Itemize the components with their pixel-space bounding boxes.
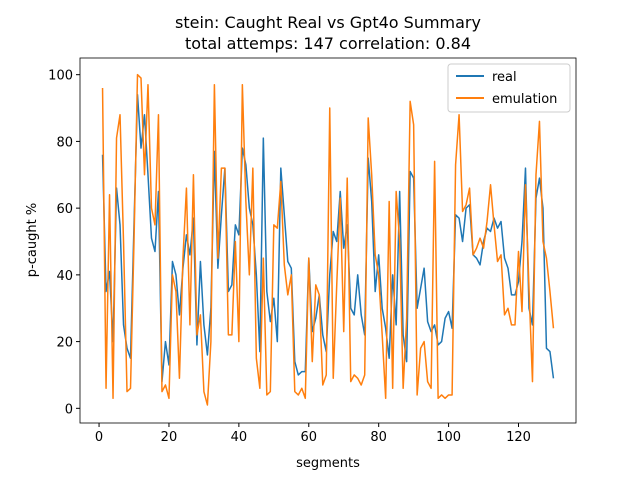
series-line xyxy=(101,73,555,406)
series-line xyxy=(101,93,555,383)
y-tick-label: 100 xyxy=(48,69,73,84)
y-tick-label: 20 xyxy=(56,336,73,351)
y-tick-label: 60 xyxy=(56,202,73,217)
y-axis-label: p-caught % xyxy=(25,203,40,277)
chart-subtitle: total attemps: 147 correlation: 0.84 xyxy=(185,34,471,53)
y-tick-label: 0 xyxy=(65,402,73,417)
chart-title: stein: Caught Real vs Gpt4o Summary xyxy=(175,13,481,32)
x-tick-label: 120 xyxy=(506,430,531,445)
y-tick-label: 80 xyxy=(56,135,73,150)
x-tick-label: 80 xyxy=(370,430,387,445)
x-tick-label: 60 xyxy=(301,430,318,445)
x-tick-label: 40 xyxy=(231,430,248,445)
x-tick-label: 0 xyxy=(95,430,103,445)
legend-label: real xyxy=(492,70,517,85)
x-tick-label: 100 xyxy=(436,430,461,445)
plot-frame xyxy=(79,57,577,424)
x-tick-label: 20 xyxy=(161,430,178,445)
x-axis-label: segments xyxy=(296,456,360,471)
y-tick-label: 40 xyxy=(56,269,73,284)
legend-label: emulation xyxy=(492,92,557,107)
